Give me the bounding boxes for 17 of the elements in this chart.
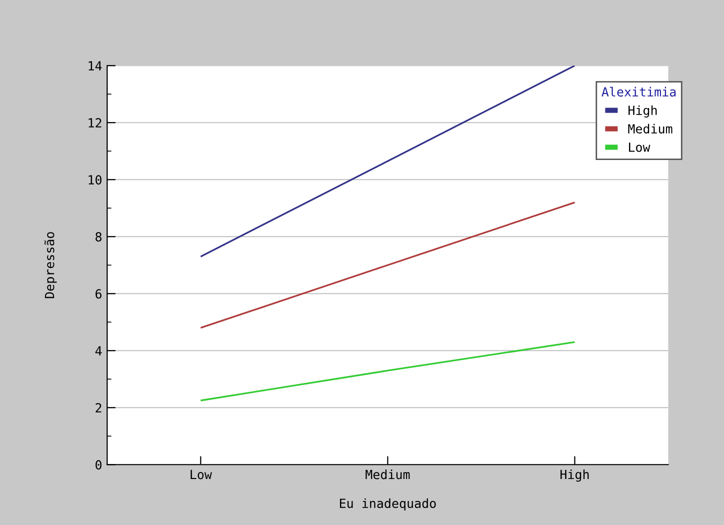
legend-title: Alexitimia — [602, 86, 676, 97]
legend-label: High — [628, 105, 657, 118]
legend-label: Medium — [628, 124, 672, 134]
y-tick-label: 2 — [96, 403, 102, 412]
y-tick-label: 14 — [88, 61, 102, 70]
legend-label: Low — [629, 142, 650, 152]
y-tick-label: 0 — [96, 460, 102, 470]
x-tick-label: High — [560, 469, 589, 482]
x-tick-label: Low — [190, 470, 212, 480]
y-tick-label: 10 — [88, 175, 102, 185]
y-axis-title: Depressão — [44, 232, 57, 298]
y-tick-label: 4 — [95, 346, 102, 356]
x-axis-title: Eu inadequado — [340, 498, 436, 510]
x-tick-label: Medium — [366, 470, 410, 480]
y-tick-label: 12 — [88, 118, 102, 128]
y-tick-label: 6 — [96, 289, 102, 299]
y-tick-label: 8 — [96, 232, 102, 242]
